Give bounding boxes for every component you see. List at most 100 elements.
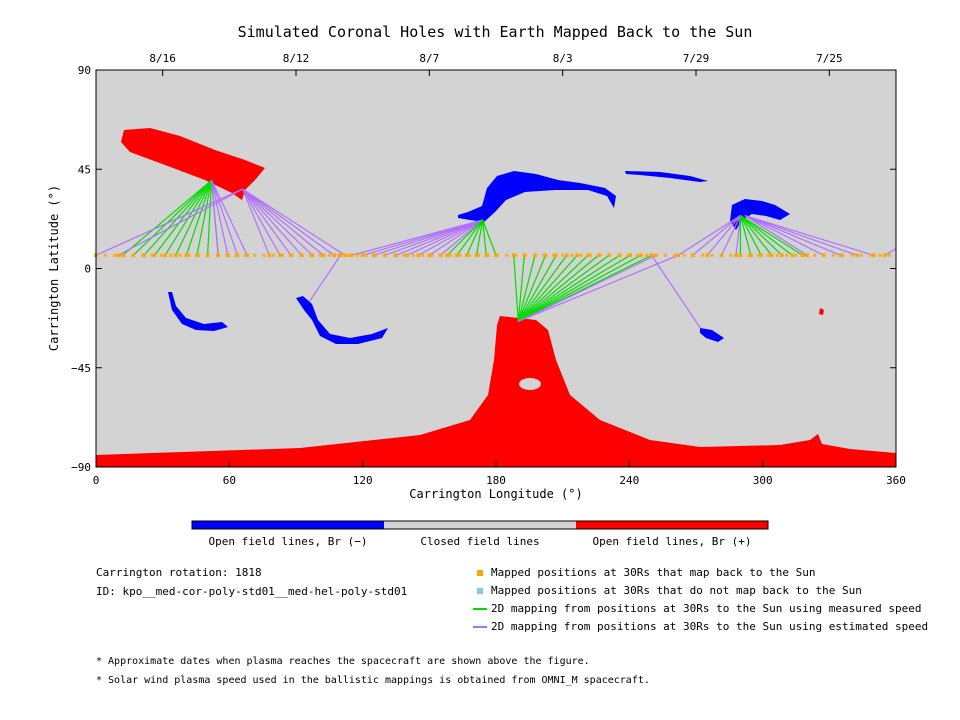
negative-region-south-center [296, 296, 388, 344]
estimated-mapping-line [744, 215, 808, 256]
measured-mapping-line [446, 219, 484, 256]
estimated-mapping-line [735, 215, 742, 256]
mapped-position-point [543, 253, 548, 258]
mapped-points [94, 253, 891, 258]
field-regions [96, 128, 896, 467]
mapped-position-point [883, 253, 887, 258]
estimated-mapping-line [384, 219, 483, 256]
mapped-position-point [734, 253, 738, 258]
legend-green-line-icon [473, 608, 487, 610]
mapped-position-point [495, 253, 499, 257]
mapped-position-point [169, 253, 173, 257]
measured-mapping-line [740, 215, 803, 256]
mapped-position-point [759, 253, 763, 258]
mapped-position-point [332, 253, 336, 258]
mapped-position-point [570, 253, 574, 257]
mapped-position-point [262, 253, 266, 257]
mapped-position-point [859, 253, 863, 257]
mapped-position-point [338, 253, 343, 258]
mapped-position-point [710, 253, 714, 257]
mapped-position-point [769, 253, 774, 258]
mapped-position-point [427, 253, 432, 258]
measured-mapping-line [175, 180, 213, 256]
mapped-position-point [785, 253, 789, 257]
mapped-position-point [122, 253, 126, 257]
top-date-label: 8/12 [283, 52, 310, 65]
measured-mapping-line [466, 219, 484, 256]
estimated-mapping-line [95, 188, 243, 256]
measured-mapping-line [739, 215, 773, 256]
mapped-position-point [474, 253, 479, 258]
legend-label: 2D mapping from positions at 30Rs to the… [491, 602, 922, 615]
estimated-mapping-line [308, 254, 341, 302]
mapped-position-point [794, 253, 798, 257]
estimated-mapping-line [440, 219, 484, 256]
estimated-mapping-line [242, 188, 292, 256]
y-axis-label: Carrington Latitude (°) [47, 185, 61, 351]
measured-mapping-line [517, 255, 525, 322]
mapped-position-point [310, 253, 315, 258]
x-tick-label: 300 [753, 474, 773, 487]
mapped-position-point [691, 253, 695, 257]
x-tick-label: 120 [353, 474, 373, 487]
mapped-position-point [747, 253, 751, 257]
mapped-position-point [225, 253, 229, 257]
estimated-mapping-line [242, 188, 313, 256]
mapped-position-point [421, 253, 425, 257]
measured-mapping-line [517, 254, 599, 322]
y-tick-label: 45 [78, 163, 91, 176]
mapped-position-point [458, 253, 462, 257]
mapped-position-point [682, 253, 686, 257]
measured-mapping-line [740, 215, 783, 256]
mapped-position-point [586, 253, 590, 258]
legend-item-unmapped: Mapped positions at 30Rs that do not map… [477, 584, 862, 597]
measured-mapping-line [517, 254, 589, 322]
measured-mapping-line [517, 254, 557, 322]
estimated-mapping-line [417, 219, 483, 256]
mapped-position-point [159, 253, 163, 257]
estimated-mapping-line [677, 215, 741, 256]
mapped-position-point [141, 253, 145, 257]
mapped-position-point [701, 253, 705, 257]
estimated-mapping-line [242, 188, 335, 256]
mapped-position-point [887, 253, 891, 257]
estimated-mapping-line [242, 188, 303, 256]
mapped-position-point [197, 253, 201, 257]
colorbar-label-positive: Open field lines, Br (+) [593, 535, 752, 548]
mapped-position-point [346, 253, 350, 257]
measured-mapping-line [740, 215, 793, 256]
note-speed: * Solar wind plasma speed used in the ba… [96, 675, 650, 686]
mapped-position-point [116, 253, 121, 258]
estimated-mapping-line [210, 180, 219, 256]
mapped-position-point [803, 253, 807, 257]
measured-mapping-line [122, 179, 212, 256]
mapped-position-point [855, 253, 859, 258]
measured-mapping-line [517, 254, 568, 322]
negative-region-north-strip [625, 171, 708, 182]
positive-region-north [121, 128, 265, 200]
mapped-position-point [822, 253, 826, 257]
measured-mapping-line [132, 179, 212, 256]
estimated-mapping-line [373, 219, 483, 256]
colorbar-frame [191, 520, 769, 530]
legend-item-measured: 2D mapping from positions at 30Rs to the… [473, 602, 921, 615]
mapped-position-point [150, 253, 154, 257]
estimated-mapping-line [242, 188, 324, 256]
mapped-position-point [676, 253, 681, 258]
mapped-position-point [564, 253, 569, 258]
legend-item-estimated: 2D mapping from positions at 30Rs to the… [473, 620, 928, 633]
mapped-position-point [234, 253, 238, 257]
legend-orange-square-icon [477, 570, 483, 576]
model-id: ID: kpo__med-cor-poly-std01__med-hel-pol… [96, 585, 408, 598]
mapped-position-point [649, 253, 654, 258]
estimated-mapping-line [692, 215, 741, 256]
mapped-position-point [705, 253, 709, 258]
legend-label: Mapped positions at 30Rs that do not map… [491, 584, 862, 597]
estimated-mapping-line [706, 215, 741, 256]
mapped-position-point [813, 253, 817, 257]
measured-mapping-line [517, 254, 610, 322]
legend-item-mapped: Mapped positions at 30Rs that map back t… [477, 566, 816, 579]
estimated-mapping-line [744, 214, 874, 256]
mapped-position-point [878, 253, 882, 257]
